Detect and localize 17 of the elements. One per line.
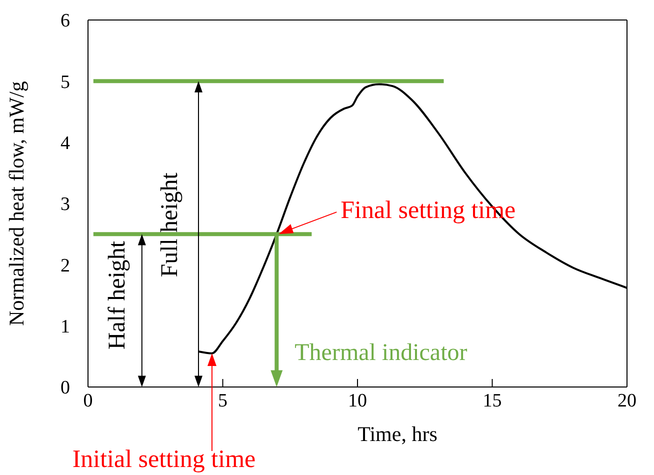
text: Initial setting time [72, 446, 256, 473]
annotation: Thermal indicator [294, 340, 468, 366]
y-tick-label: 4 [60, 133, 70, 154]
y-tick-label: 6 [60, 10, 70, 32]
x-tick-label: 5 [218, 390, 228, 412]
x-tick-label: 20 [618, 390, 636, 412]
y-tick-label: 1 [60, 316, 70, 338]
annotation: Full height [156, 172, 183, 278]
x-tick-label: 15 [482, 390, 502, 412]
x-tick-label: 10 [348, 390, 367, 412]
y-axis-title: Normalized heat flow, mW/g [4, 80, 28, 326]
x-axis-title: Time, hrs [358, 422, 438, 446]
y-tick-label: 3 [60, 194, 70, 216]
y-tick-label: 5 [60, 72, 70, 93]
annotation: Half height [104, 240, 130, 350]
y-tick-label: 2 [60, 255, 70, 276]
x-tick-label: 0 [83, 390, 93, 412]
